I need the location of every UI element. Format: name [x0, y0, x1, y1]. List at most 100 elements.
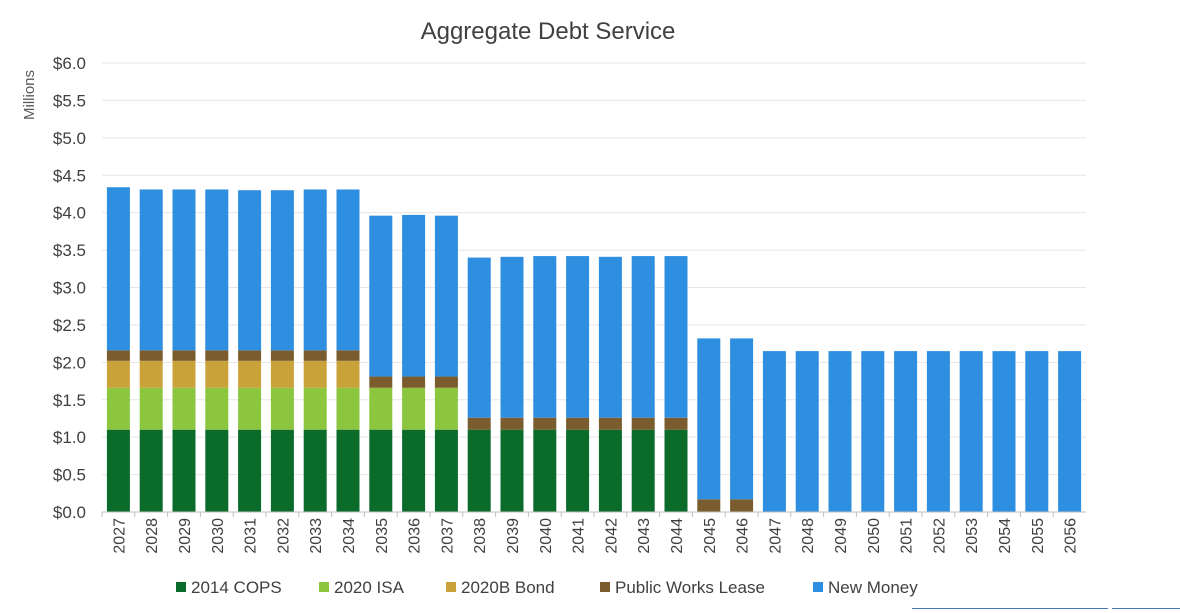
bar-segment [139, 387, 163, 430]
bar-segment [270, 350, 294, 361]
x-tick-label: 2038 [472, 518, 489, 554]
bar-segment [631, 256, 655, 418]
x-tick-label: 2053 [964, 518, 981, 554]
bar-segment [598, 256, 622, 418]
bar-segment [139, 429, 163, 512]
bar-segment [795, 351, 819, 512]
bar-segment [533, 429, 557, 512]
bar-segment [434, 215, 458, 377]
bar-segment [369, 429, 393, 512]
bar-segment [631, 417, 655, 430]
x-tick-label: 2050 [866, 518, 883, 554]
bar-segment [238, 429, 262, 512]
bar-segment [106, 187, 130, 351]
x-tick-label: 2035 [374, 518, 391, 554]
y-tick-label: $5.5 [53, 91, 86, 110]
bar-segment [336, 360, 360, 388]
bar-segment [434, 387, 458, 430]
bar-segment [467, 257, 491, 418]
bar-segment [566, 429, 590, 512]
x-axis-ticks: 2027 2028 2029 2030 2031 2032 2033 2034 2035 2036… [101, 512, 1080, 554]
y-tick-label: $6.0 [53, 54, 86, 73]
bar-segment [467, 429, 491, 512]
bar-segment [172, 429, 196, 512]
legend-swatch [813, 582, 823, 592]
bar-segment [730, 499, 754, 512]
bar-segment [861, 351, 885, 512]
bar-segment [336, 189, 360, 351]
bar-segment [303, 350, 327, 361]
bar-segment [992, 351, 1016, 512]
x-tick-label: 2047 [767, 518, 784, 554]
bar-segment [402, 214, 426, 377]
y-tick-label: $4.0 [53, 204, 86, 223]
bar-segment [697, 499, 721, 512]
legend-swatch [446, 582, 456, 592]
bar-segment [205, 360, 229, 388]
bar-segment [238, 350, 262, 361]
bar-segment [139, 189, 163, 351]
legend-swatch [319, 582, 329, 592]
x-tick-label: 2042 [603, 518, 620, 554]
bar-segment [303, 429, 327, 512]
bar-segment [270, 360, 294, 388]
gridlines [102, 62, 1086, 476]
bar-segment [270, 387, 294, 430]
bar-segment [238, 190, 262, 351]
bar-segment [402, 429, 426, 512]
y-axis-label: Millions [21, 70, 38, 120]
bar-segment [631, 429, 655, 512]
bar-segment [500, 417, 524, 430]
bar-segment [205, 189, 229, 351]
x-tick-label: 2055 [1030, 518, 1047, 554]
bar-segment [106, 350, 130, 361]
y-tick-label: $3.0 [53, 279, 86, 298]
x-tick-label: 2040 [538, 518, 555, 554]
bar-segment [664, 417, 688, 430]
bar-segment [434, 429, 458, 512]
bar-segment [369, 215, 393, 377]
x-tick-label: 2039 [505, 518, 522, 554]
bar-segment [697, 338, 721, 500]
legend-swatch [600, 582, 610, 592]
bar-segment [762, 351, 786, 512]
bar-segment [828, 351, 852, 512]
bar-segment [336, 387, 360, 430]
bar-segment [270, 429, 294, 512]
bar-segment [598, 429, 622, 512]
x-tick-label: 2044 [669, 518, 686, 554]
legend-label: 2020 ISA [334, 578, 405, 597]
bar-segment [1058, 351, 1082, 512]
bar-segment [402, 376, 426, 388]
bar-segment [598, 417, 622, 430]
bar-segment [106, 387, 130, 430]
y-tick-label: $1.0 [53, 428, 86, 447]
bar-segment [730, 338, 754, 500]
bar-segment [205, 429, 229, 512]
y-tick-label: $2.5 [53, 316, 86, 335]
bar-segment [959, 351, 983, 512]
bar-segment [369, 376, 393, 388]
legend-label: 2014 COPS [191, 578, 282, 597]
bar-segment [664, 256, 688, 418]
bar-segment [270, 190, 294, 351]
x-tick-label: 2030 [210, 518, 227, 554]
y-tick-label: $0.0 [53, 503, 86, 522]
bar-segment [139, 350, 163, 361]
x-tick-label: 2043 [636, 518, 653, 554]
x-tick-label: 2033 [308, 518, 325, 554]
bar-segment [566, 417, 590, 430]
bar-segment [1025, 351, 1049, 512]
legend-label: 2020B Bond [461, 578, 555, 597]
bar-segment [205, 387, 229, 430]
corner-accent-line [912, 608, 1108, 609]
bar-segment [369, 387, 393, 430]
bar-segment [238, 387, 262, 430]
x-tick-label: 2045 [702, 518, 719, 554]
y-tick-label: $4.5 [53, 166, 86, 185]
x-tick-label: 2049 [833, 518, 850, 554]
x-tick-label: 2032 [275, 518, 292, 554]
bar-segment [106, 429, 130, 512]
bar-segment [500, 256, 524, 418]
